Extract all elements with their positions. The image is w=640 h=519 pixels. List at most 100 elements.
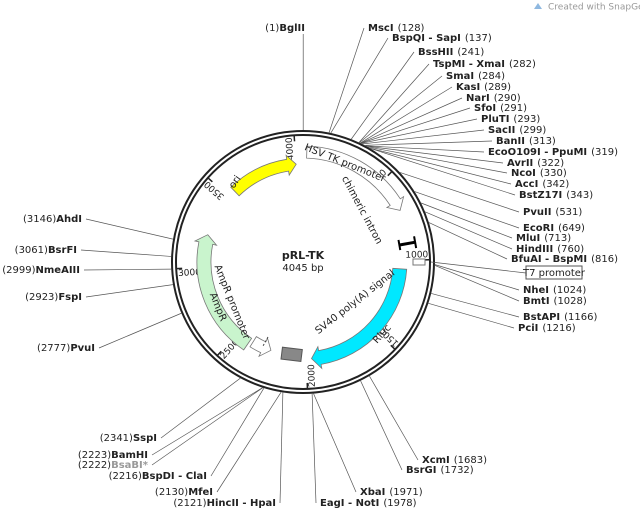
site-position: (2223)	[78, 450, 111, 461]
site-name: BsrGI	[406, 465, 436, 476]
site-name: HincII - HpaI	[207, 498, 276, 509]
feature-t7	[413, 259, 425, 265]
site-label: (2777)PvuI	[37, 343, 95, 354]
site-label: (2999)NmeAIII	[2, 265, 80, 276]
site-name: MfeI	[188, 487, 213, 498]
site-name: PluTI	[481, 114, 509, 125]
site-position: (1216)	[542, 323, 575, 334]
site-name: BssHII	[418, 47, 453, 58]
feature-intron-cap	[398, 240, 400, 250]
site-position: (1166)	[564, 312, 597, 323]
tick-label: 2000	[307, 364, 318, 388]
site-label: TspMI - XmaI (282)	[433, 59, 536, 70]
site-position: (2121)	[173, 498, 206, 509]
site-position: (1)	[265, 23, 279, 34]
site-name: BspDI - ClaI	[142, 471, 207, 482]
lead-line	[280, 392, 283, 503]
lead-line	[86, 219, 173, 239]
backbone-inner	[176, 135, 430, 389]
site-label: (2341)SspI	[100, 433, 157, 444]
lead-line	[428, 303, 514, 328]
site-position: (2923)	[25, 292, 58, 303]
lead-line	[366, 146, 484, 152]
lead-line	[217, 392, 281, 492]
tick-label: 3500	[203, 178, 227, 201]
site-label: (2222)BsaBI*	[78, 460, 149, 471]
site-name: KasI	[456, 82, 480, 93]
site-name: AhdI	[56, 214, 82, 225]
lead-line	[152, 388, 263, 455]
site-name: BmtI	[523, 296, 550, 307]
site-name: BsrFI	[48, 245, 77, 256]
site-name: BsaBI*	[111, 460, 149, 471]
site-label: (3146)AhdI	[23, 214, 82, 225]
site-label: SfoI(291)	[474, 103, 527, 114]
site-label: (3061)BsrFI	[15, 245, 77, 256]
credit: Created with SnapGene®	[534, 3, 640, 13]
site-name: BglII	[279, 23, 305, 34]
site-name: NcoI	[511, 168, 536, 179]
lead-line	[314, 394, 356, 492]
plasmid-size: 4045 bp	[282, 263, 323, 274]
site-name: AccI	[515, 179, 538, 190]
site-name: BstAPI	[523, 312, 560, 323]
lead-line	[84, 269, 171, 270]
site-position: (816)	[591, 254, 618, 265]
site-label: BstZ17I (343)	[519, 190, 593, 201]
lead-line	[312, 394, 316, 503]
site-label: BfuAI - BspMI(816)	[511, 254, 618, 265]
site-name: EagI - NotI	[320, 498, 379, 509]
site-label: EagI - NotI(1978)	[320, 498, 417, 509]
feature-arrow	[250, 337, 271, 357]
lead-line	[211, 388, 264, 476]
lead-line	[81, 250, 171, 256]
site-label: MluI(713)	[516, 233, 571, 244]
lead-line	[359, 76, 442, 143]
site-position: (3146)	[23, 214, 56, 225]
lead-line	[361, 381, 402, 470]
site-position: (282)	[509, 59, 536, 70]
site-name: NheI	[523, 285, 549, 296]
site-label: EcoO109I - PpuMI (319)	[488, 147, 618, 158]
lead-line	[351, 52, 414, 139]
site-position: (1028)	[554, 296, 587, 307]
site-name: SacII	[488, 125, 515, 136]
lead-line	[425, 212, 512, 249]
logo-icon	[534, 3, 542, 9]
site-label: BsrGI (1732)	[406, 465, 474, 476]
plasmid-name: pRL-TK	[282, 249, 325, 262]
site-name: TspMI - XmaI	[433, 59, 505, 70]
site-name: EcoO109I - PpuMI	[488, 147, 587, 158]
site-name: MscI	[368, 23, 394, 34]
site-name: BstZ17I	[519, 190, 562, 201]
lead-line	[329, 28, 364, 133]
site-position: (1732)	[440, 465, 473, 476]
site-label: AccI(342)	[515, 179, 569, 190]
lead-line	[429, 223, 507, 259]
site-name: XbaI	[360, 487, 385, 498]
lead-line	[361, 119, 477, 143]
site-name: BspQI - SapI	[392, 33, 461, 44]
site-position: (531)	[555, 207, 582, 218]
site-label: (1)BglII	[265, 23, 305, 34]
site-name: MluI	[516, 233, 540, 244]
lead-line	[331, 38, 388, 133]
site-position: (137)	[465, 33, 492, 44]
site-name: FspI	[58, 292, 82, 303]
site-name: BanII	[496, 136, 525, 147]
site-label: BstAPI (1166)	[523, 312, 598, 323]
feature-polya	[281, 347, 302, 361]
site-position: (319)	[591, 147, 618, 158]
site-label: BssHII(241)	[418, 47, 484, 58]
lead-line	[360, 87, 452, 143]
site-name: SspI	[133, 433, 157, 444]
lead-line	[435, 265, 519, 290]
site-label: (2223)BamHI	[78, 450, 148, 461]
site-position: (299)	[519, 125, 546, 136]
site-label: (2216)BspDI - ClaI	[109, 471, 207, 482]
feature-intron-cap	[414, 236, 416, 248]
site-position: (293)	[513, 114, 540, 125]
site-position: (343)	[566, 190, 593, 201]
site-label: SacII (299)	[488, 125, 546, 136]
site-position: (1971)	[389, 487, 422, 498]
